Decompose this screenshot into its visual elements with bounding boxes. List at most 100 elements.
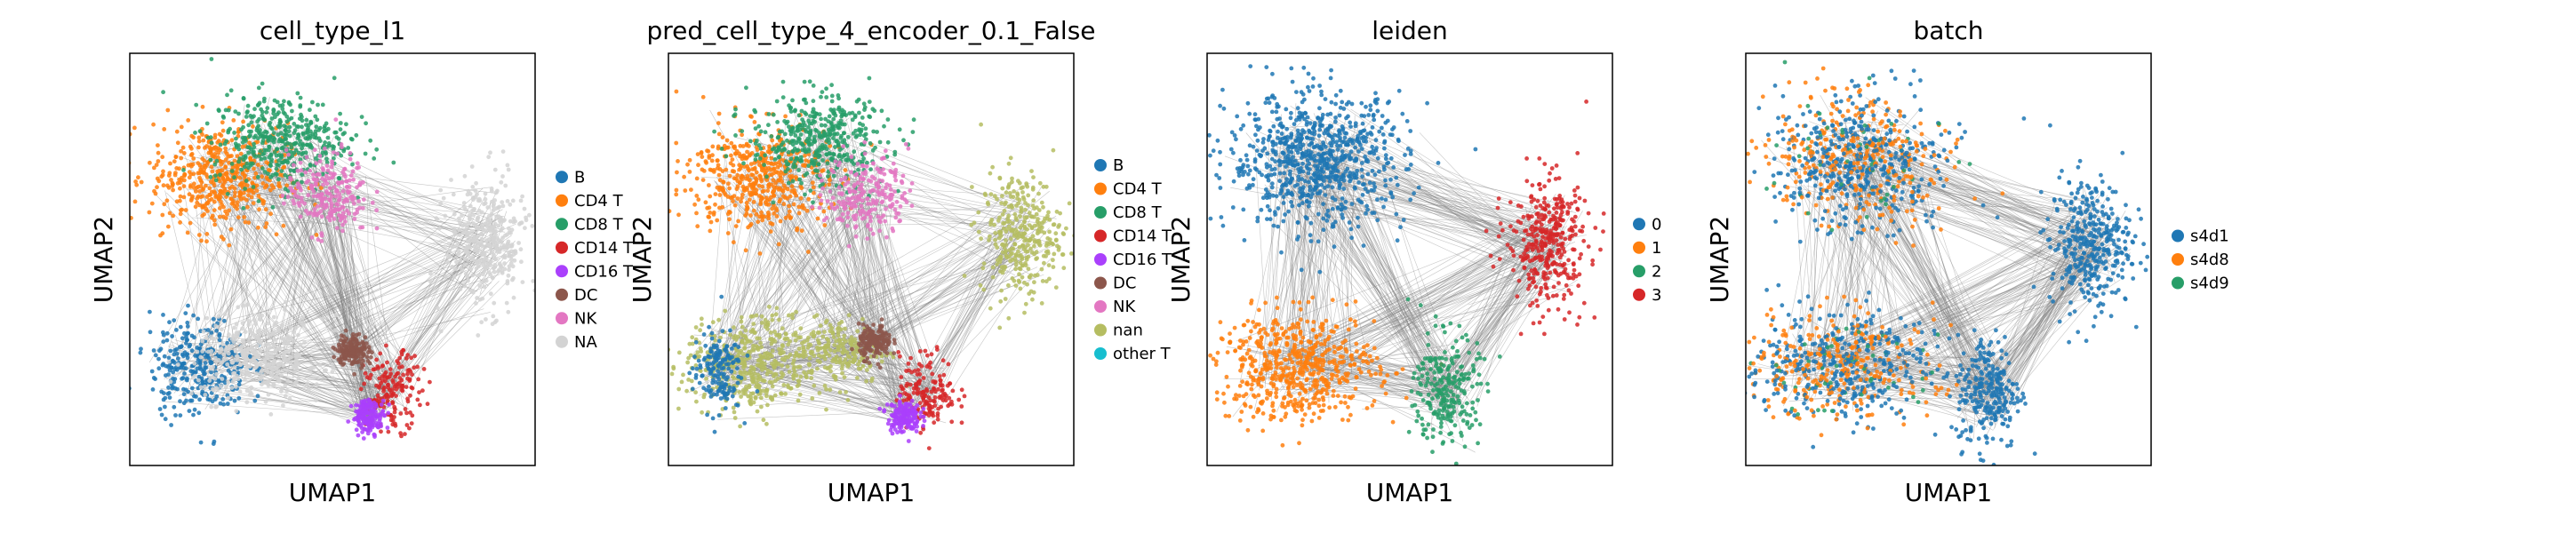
panel-frame: [668, 52, 1075, 466]
cluster-4: [1484, 99, 1606, 337]
legend-label: CD4 T: [574, 192, 624, 211]
legend-label: CD4 T: [1113, 180, 1163, 199]
legend-swatch: [556, 288, 568, 301]
legend-swatch: [1633, 265, 1645, 278]
legend: B CD4 T CD8 T CD14 T CD16 T DC NK NA: [556, 168, 634, 352]
cluster-9: [331, 328, 374, 377]
legend-swatch: [1094, 253, 1107, 266]
legend-label: CD8 T: [1113, 203, 1163, 222]
panel-frame: [129, 52, 536, 466]
legend-swatch: [1633, 241, 1645, 254]
legend-label: CD8 T: [574, 215, 624, 234]
legend-label: 1: [1652, 239, 1661, 258]
legend-swatch: [1094, 159, 1107, 171]
cluster-10: [850, 317, 897, 370]
legend-swatch: [2172, 253, 2184, 266]
cluster-3: [810, 139, 915, 249]
legend-label: B: [1113, 156, 1124, 175]
panel-4: batch UMAP1 UMAP2 s4d1 s4d8 s4d9: [1705, 16, 2229, 507]
cluster-6: [428, 149, 535, 338]
legend: B CD4 T CD8 T CD14 T CD16 T DC NK nan other T: [1094, 156, 1172, 363]
plot-area: [1746, 53, 2150, 465]
legend-swatch: [556, 335, 568, 348]
cluster-3: [280, 117, 380, 243]
cluster-2: [161, 57, 396, 211]
cluster-8: [894, 345, 967, 450]
cluster-6: [962, 122, 1074, 330]
legend-swatch: [556, 171, 568, 184]
legend-swatch: [556, 265, 568, 278]
cluster-2: [712, 76, 916, 205]
legend-swatch: [556, 218, 568, 231]
legend-swatch: [1094, 300, 1107, 313]
y-axis-label: UMAP2: [628, 216, 657, 304]
legend: 0 1 2 3: [1633, 215, 1661, 305]
legend-label: NK: [574, 309, 597, 328]
cluster-7: [687, 294, 760, 434]
legend-label: 0: [1652, 215, 1661, 234]
cluster-5: [166, 288, 365, 417]
legend-label: CD16 T: [1113, 251, 1172, 269]
legend-label: CD16 T: [574, 262, 634, 281]
plot-area: [1207, 53, 1606, 465]
legend-label: s4d9: [2190, 274, 2229, 293]
cluster-3: [1405, 297, 1502, 465]
legend-swatch: [2172, 276, 2184, 290]
cluster-3: [1932, 328, 2037, 465]
panel-frame: [1206, 52, 1613, 466]
legend-swatch: [556, 194, 568, 207]
panel-title: cell_type_l1: [260, 16, 405, 45]
legend-label: 3: [1652, 286, 1661, 305]
plot-area: [130, 57, 535, 446]
y-axis-label: UMAP2: [1705, 216, 1734, 304]
legend-label: s4d8: [2190, 251, 2229, 269]
legend-label: other T: [1113, 345, 1172, 363]
legend-swatch: [1094, 229, 1107, 243]
legend-swatch: [556, 241, 568, 254]
legend-label: NK: [1113, 298, 1136, 316]
legend-label: s4d1: [2190, 227, 2229, 246]
cluster-8: [346, 397, 391, 441]
legend-swatch: [2172, 229, 2184, 243]
y-axis-label: UMAP2: [1166, 216, 1196, 304]
x-axis-label: UMAP1: [1905, 478, 1993, 507]
legend-swatch: [1094, 182, 1107, 195]
legend-label: CD14 T: [1113, 227, 1172, 246]
legend-swatch: [1633, 218, 1645, 231]
legend-label: DC: [1113, 274, 1136, 293]
panel-title: batch: [1913, 16, 1983, 45]
cluster-2: [1746, 282, 1978, 449]
panel-title: leiden: [1372, 16, 1448, 45]
cluster-5: [754, 313, 910, 394]
legend-label: nan: [1113, 322, 1143, 340]
panel-1: cell_type_l1 UMAP1 UMAP2 B CD4 T CD8 T CD14 T C…: [89, 16, 634, 507]
panel-2: pred_cell_type_4_encoder_0.1_False UMAP1 U…: [628, 16, 1172, 507]
cluster-9: [877, 394, 927, 443]
panel-title: pred_cell_type_4_encoder_0.1_False: [646, 16, 1095, 45]
legend-label: 2: [1652, 262, 1661, 281]
legend-label: CD14 T: [574, 239, 634, 258]
legend-swatch: [556, 312, 568, 325]
cluster-4: [2031, 123, 2150, 345]
legend-label: NA: [574, 333, 597, 352]
legend-swatch: [1094, 323, 1107, 337]
legend-label: B: [574, 168, 585, 187]
x-axis-label: UMAP1: [828, 478, 916, 507]
plot-area: [668, 76, 1074, 450]
legend-swatch: [1094, 347, 1107, 360]
legend-label: DC: [574, 286, 597, 305]
panel-3: leiden UMAP1 UMAP2 0 1 2 3: [1166, 16, 1661, 507]
legend: s4d1 s4d8 s4d9: [2172, 227, 2229, 293]
x-axis-label: UMAP1: [1366, 478, 1454, 507]
legend-swatch: [1094, 276, 1107, 290]
cluster-1: [1207, 53, 1478, 274]
cluster-1: [1746, 53, 2027, 248]
panel-frame: [1745, 52, 2152, 466]
cluster-7: [358, 343, 432, 439]
cluster-2: [1207, 295, 1444, 448]
cluster-4: [130, 303, 264, 446]
x-axis-label: UMAP1: [289, 478, 377, 507]
legend-swatch: [1094, 206, 1107, 219]
legend-swatch: [1633, 288, 1645, 301]
